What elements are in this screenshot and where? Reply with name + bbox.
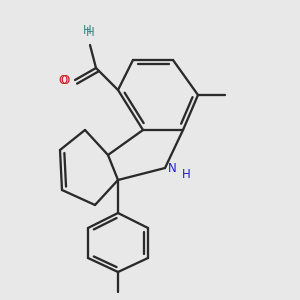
Text: O: O xyxy=(58,74,68,86)
Text: H: H xyxy=(182,167,190,181)
Text: H: H xyxy=(85,26,94,39)
Text: N: N xyxy=(168,161,177,175)
Text: O: O xyxy=(60,74,70,86)
Text: H: H xyxy=(82,25,91,38)
